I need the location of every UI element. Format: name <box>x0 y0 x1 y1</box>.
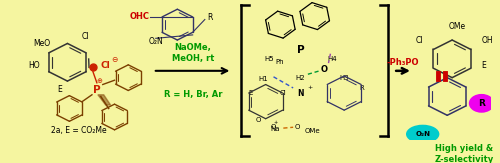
Text: O₂N: O₂N <box>148 37 163 46</box>
Text: N: N <box>297 89 304 98</box>
Polygon shape <box>98 95 110 105</box>
Text: +: + <box>307 85 312 90</box>
Text: P: P <box>93 85 100 95</box>
Text: E: E <box>482 61 486 70</box>
Text: Z-selectivity: Z-selectivity <box>434 155 494 163</box>
Text: NaOMe,: NaOMe, <box>174 43 212 52</box>
Text: O: O <box>255 117 260 123</box>
Text: H1: H1 <box>259 76 268 82</box>
Text: OH: OH <box>482 36 493 44</box>
Text: ⊖: ⊖ <box>112 55 117 64</box>
Text: O: O <box>271 124 276 130</box>
Text: ⊕: ⊕ <box>96 78 102 84</box>
Text: Cl: Cl <box>101 61 110 70</box>
Text: MeOH, rt: MeOH, rt <box>172 54 214 63</box>
Text: R: R <box>207 13 212 22</box>
Text: HO: HO <box>28 61 40 70</box>
Text: High yield &: High yield & <box>435 144 493 153</box>
Text: E: E <box>249 90 253 96</box>
Text: R = H, Br, Ar: R = H, Br, Ar <box>164 90 222 99</box>
Text: -Ph₃PO: -Ph₃PO <box>387 58 420 67</box>
Text: Cl: Cl <box>415 36 422 44</box>
Text: Cl: Cl <box>81 32 88 41</box>
Text: Ph: Ph <box>275 59 283 65</box>
Ellipse shape <box>469 94 494 113</box>
Text: H3: H3 <box>340 75 349 81</box>
Text: Na: Na <box>270 126 280 132</box>
Text: 2a, E = CO₂Me: 2a, E = CO₂Me <box>52 126 107 135</box>
Text: O₂N: O₂N <box>415 131 430 137</box>
Text: OMe: OMe <box>305 128 320 134</box>
Text: MeO: MeO <box>34 39 50 48</box>
Text: R: R <box>360 85 364 91</box>
Text: OMe: OMe <box>448 22 466 31</box>
Ellipse shape <box>406 125 440 143</box>
Text: H4: H4 <box>328 56 337 62</box>
Text: H2: H2 <box>295 75 305 81</box>
Text: OHC: OHC <box>130 12 150 22</box>
Text: O: O <box>294 124 300 130</box>
Text: H5: H5 <box>265 56 274 62</box>
Text: P: P <box>297 45 305 55</box>
Text: R: R <box>478 99 485 108</box>
Text: Cl: Cl <box>280 90 286 96</box>
Text: E: E <box>57 85 62 94</box>
Text: O: O <box>321 65 328 74</box>
Text: +: + <box>274 120 278 126</box>
